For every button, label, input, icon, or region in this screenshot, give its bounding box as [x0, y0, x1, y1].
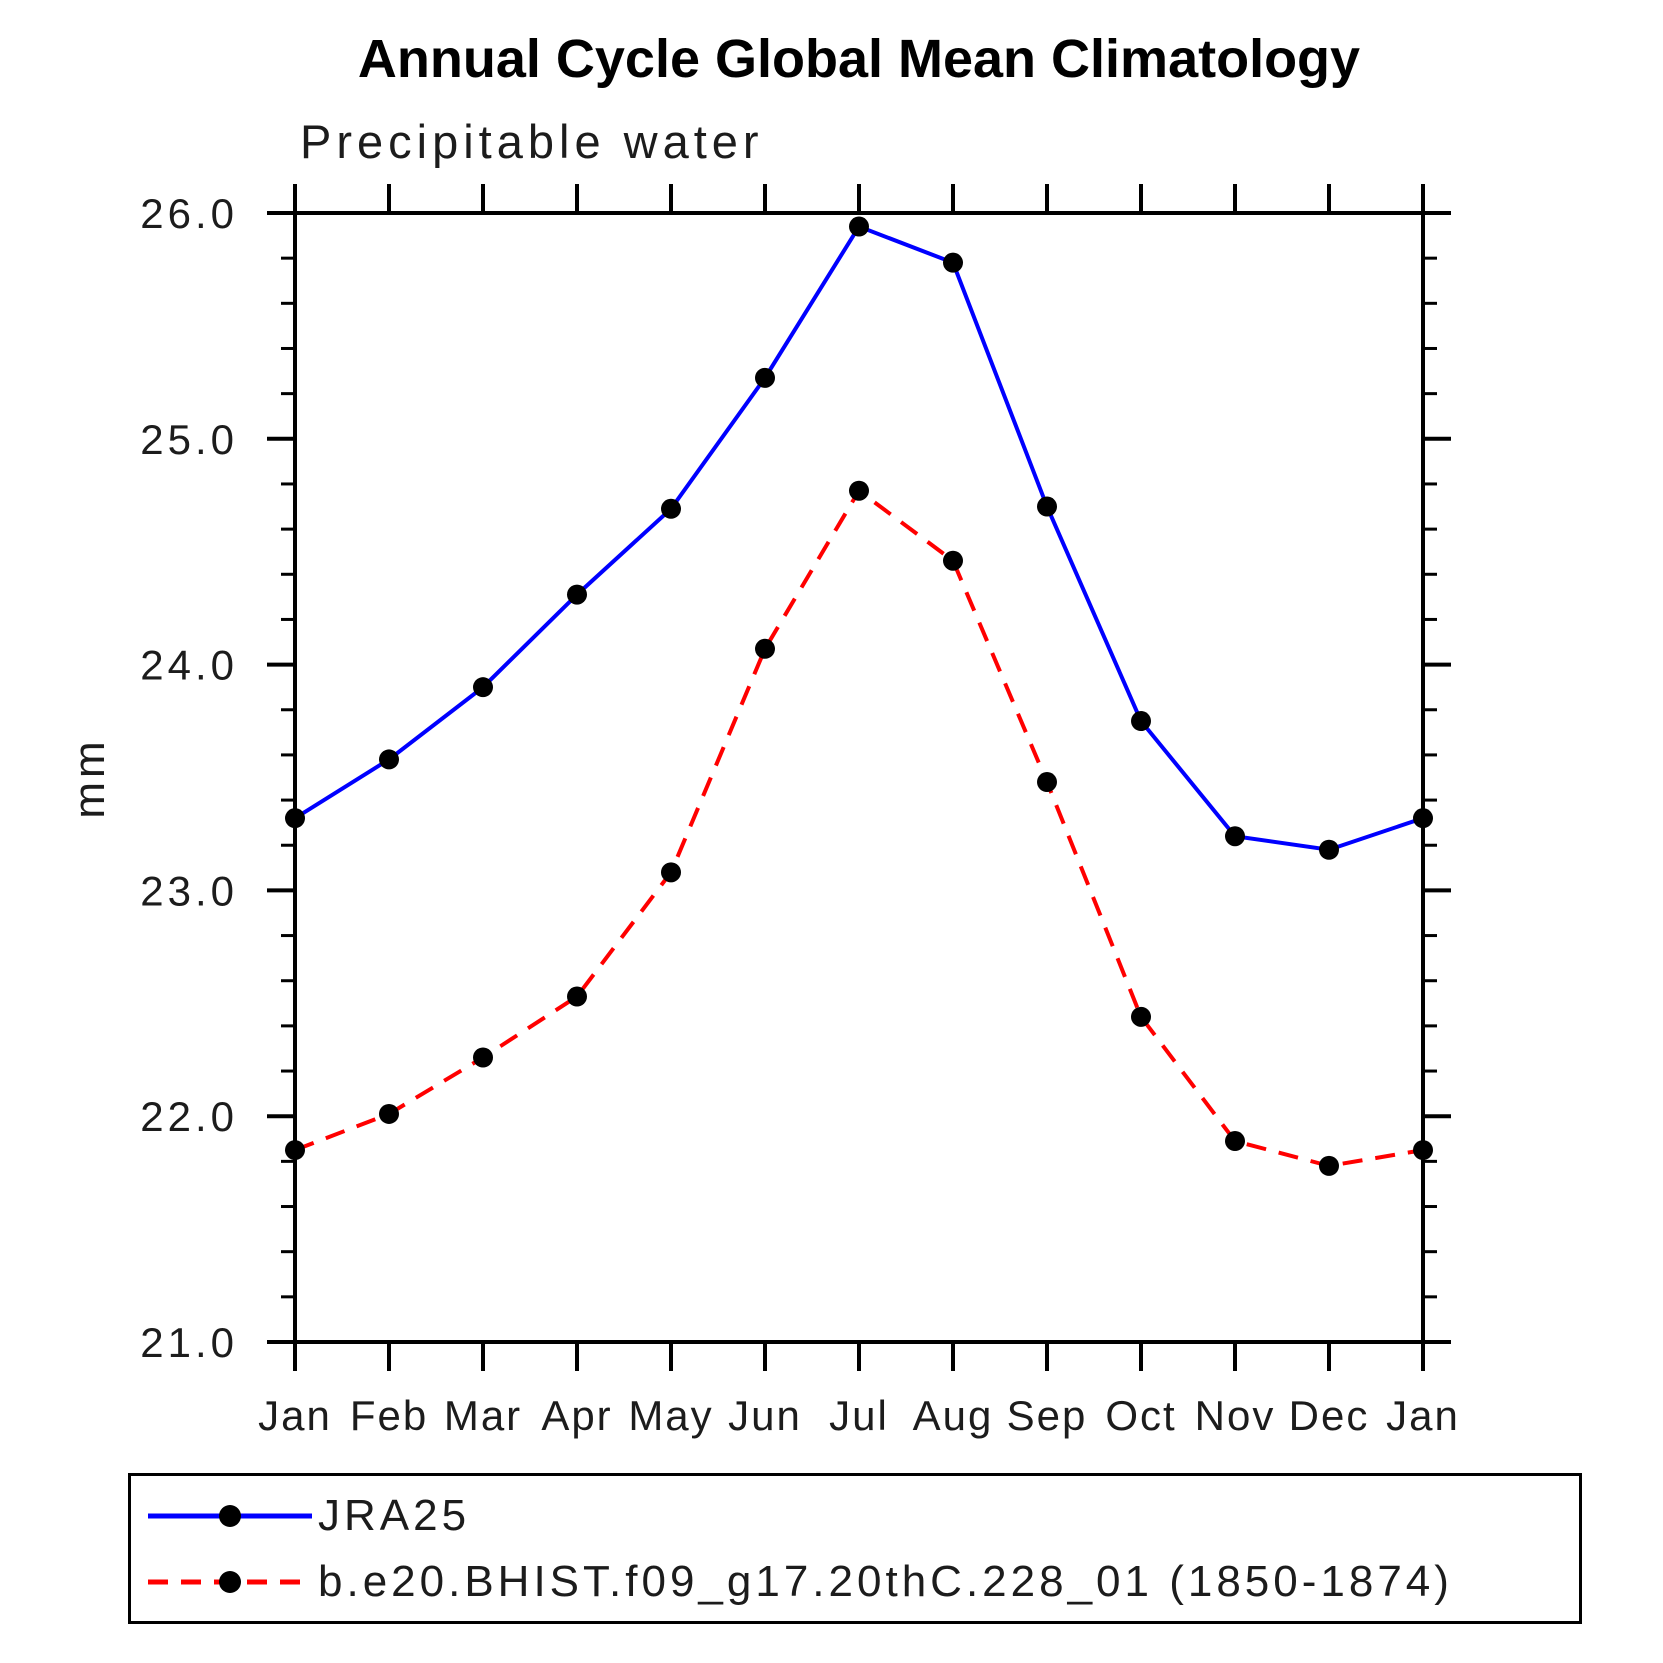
legend-item-label: b.e20.BHIST.f09_g17.20thC.228_01 (1850-1… [318, 1556, 1453, 1606]
month-label: Apr [541, 1392, 612, 1439]
series-line [293, 224, 1424, 852]
chart-subtitle: Precipitable water [300, 115, 764, 168]
legend-swatch-marker [219, 1504, 241, 1527]
data-point [661, 498, 681, 519]
legend-box: JRA25 b.e20.BHIST.f09_g17.20thC.228_01 (1… [128, 1473, 1582, 1624]
y-tick-label: 25.0 [140, 416, 238, 463]
series-line [294, 487, 1424, 1168]
month-label: Jan [258, 1392, 332, 1439]
data-point [755, 367, 775, 388]
data-point [755, 638, 775, 659]
data-point [473, 1047, 493, 1068]
legend-item: JRA25 [146, 1483, 1579, 1549]
data-point [1225, 826, 1245, 847]
legend-swatch-marker [219, 1570, 241, 1593]
legend-swatch [148, 1570, 312, 1593]
data-point [1131, 1006, 1151, 1027]
chart-title: Annual Cycle Global Mean Climatology [357, 29, 1361, 89]
month-label: Oct [1105, 1392, 1176, 1439]
data-point [1037, 772, 1057, 793]
data-point [379, 1103, 399, 1124]
data-point [1319, 839, 1339, 860]
data-point [661, 862, 681, 883]
data-point [1225, 1131, 1245, 1152]
y-tick-label: 21.0 [140, 1319, 238, 1366]
y-tick-label: 23.0 [140, 867, 238, 914]
month-label: Jul [829, 1392, 889, 1439]
month-label: Dec [1289, 1392, 1370, 1439]
y-tick-label: 22.0 [140, 1093, 238, 1140]
data-point [1131, 711, 1151, 732]
plot-frame [293, 211, 1425, 1344]
data-point [379, 749, 399, 770]
data-point [567, 986, 587, 1007]
data-point [1413, 1140, 1433, 1161]
data-point [943, 252, 963, 273]
legend-swatch [148, 1504, 312, 1527]
month-label: Nov [1195, 1392, 1276, 1439]
y-tick-label: 26.0 [140, 190, 238, 237]
data-point [285, 808, 305, 829]
legend-item-label: JRA25 [318, 1490, 471, 1540]
data-point [473, 677, 493, 698]
data-point [1037, 496, 1057, 517]
month-label: Mar [444, 1392, 522, 1439]
month-label: Jan [1386, 1392, 1460, 1439]
data-point [849, 480, 869, 501]
month-label: Sep [1007, 1392, 1088, 1439]
data-point [567, 584, 587, 605]
month-label: Jun [728, 1392, 802, 1439]
y-tick-label: 24.0 [140, 642, 238, 689]
month-label: Aug [913, 1392, 994, 1439]
data-point [849, 216, 869, 237]
data-point [285, 1140, 305, 1161]
month-label: Feb [350, 1392, 428, 1439]
data-point [943, 550, 963, 571]
data-point [1413, 808, 1433, 829]
data-point [1319, 1155, 1339, 1176]
legend-item: b.e20.BHIST.f09_g17.20thC.228_01 (1850-1… [146, 1549, 1579, 1615]
month-label: May [628, 1392, 713, 1439]
